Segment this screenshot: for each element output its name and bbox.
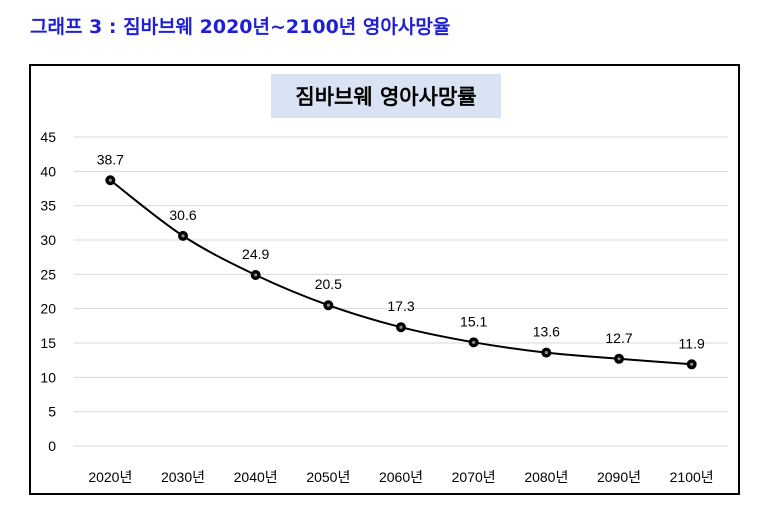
y-tick-label: 10	[40, 369, 56, 385]
data-point-center	[108, 178, 112, 182]
y-tick-label: 20	[40, 301, 56, 317]
x-axis-tick-labels: 2020년 2030년 2040년 2050년 2060년 2070년 2080년 2090년…	[88, 469, 713, 485]
data-label: 24.9	[242, 246, 269, 262]
y-tick-label: 30	[40, 232, 56, 248]
y-tick-label: 15	[40, 335, 56, 351]
data-label: 15.1	[460, 313, 487, 329]
y-axis-tick-labels: 0 5 10 15 20 25 30 35 40 45	[40, 129, 56, 454]
data-label: 30.6	[169, 207, 196, 223]
x-tick-label: 2100년	[670, 469, 714, 485]
data-label: 17.3	[387, 298, 414, 314]
data-point-center	[181, 234, 185, 238]
chart-title: 짐바브웨 영아사망률	[295, 85, 477, 109]
y-tick-label: 25	[40, 266, 56, 282]
x-tick-label: 2030년	[161, 469, 205, 485]
chart-title-box: 짐바브웨 영아사망률	[271, 74, 501, 118]
data-point-center	[326, 303, 330, 307]
data-labels: 38.7 30.6 24.9 20.5 17.3 15.1 13.6 12.7 11.9	[97, 151, 705, 351]
data-point-center	[690, 362, 694, 366]
y-tick-label: 35	[40, 198, 56, 214]
x-tick-label: 2060년	[379, 469, 423, 485]
chart-frame	[29, 64, 740, 495]
y-tick-label: 40	[40, 163, 56, 179]
data-point-center	[544, 351, 548, 355]
data-label: 13.6	[533, 324, 560, 340]
data-label: 20.5	[315, 276, 342, 292]
data-label: 38.7	[97, 151, 124, 167]
data-point-center	[617, 357, 621, 361]
figure-caption: 그래프 3 : 짐바브웨 2020년~2100년 영아사망율	[30, 16, 451, 38]
x-tick-label: 2040년	[234, 469, 278, 485]
gridlines	[74, 136, 728, 447]
y-tick-label: 5	[48, 404, 56, 420]
x-tick-label: 2020년	[88, 469, 132, 485]
x-tick-label: 2050년	[306, 469, 350, 485]
data-point-center	[254, 273, 258, 277]
data-points	[105, 175, 697, 370]
data-label: 12.7	[605, 330, 632, 346]
x-tick-label: 2080년	[524, 469, 568, 485]
data-label: 11.9	[679, 335, 705, 351]
x-tick-label: 2090년	[597, 469, 641, 485]
data-point-center	[399, 325, 403, 329]
y-tick-label: 45	[40, 129, 56, 145]
x-tick-label: 2070년	[452, 469, 496, 485]
data-point-center	[472, 340, 476, 344]
y-tick-label: 0	[48, 438, 56, 454]
